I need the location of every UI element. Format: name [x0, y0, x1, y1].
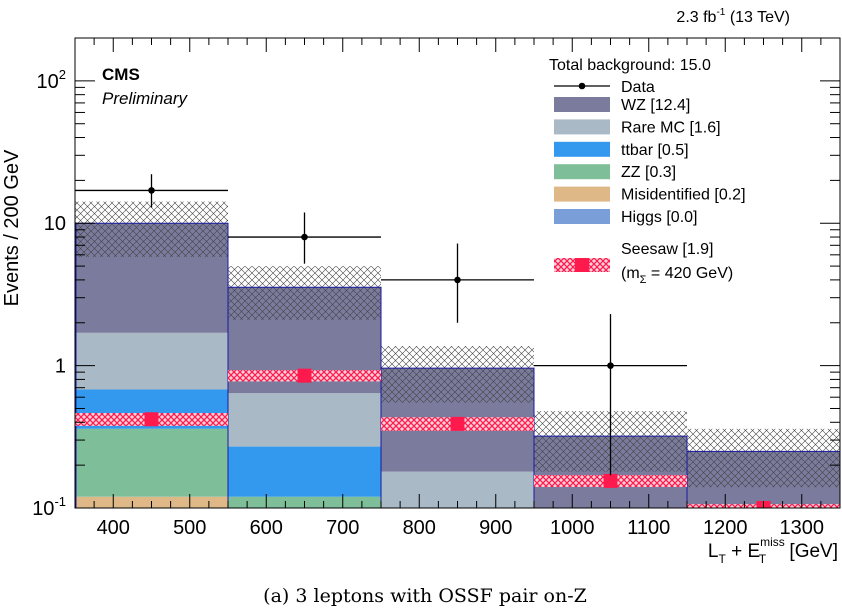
legend-label-2: Rare MC [1.6] — [621, 119, 721, 136]
preliminary-label: Preliminary — [102, 89, 189, 108]
legend: Total background: 15.0 Data WZ [12.4] Rar… — [549, 57, 746, 286]
signal-marker-2 — [297, 368, 312, 383]
legend-entries: WZ [12.4] Rare MC [1.6] ttbar [0.5] ZZ [0.3… — [554, 97, 746, 226]
legend-swatch-3 — [554, 141, 610, 157]
legend-label-4: ZZ [0.3] — [621, 164, 676, 181]
cms-label: CMS — [102, 65, 140, 84]
y-tick-label: 1 — [55, 356, 66, 378]
legend-swatch-2 — [554, 119, 610, 135]
y-tick-label: 10 — [44, 213, 66, 235]
uncertainty-band-bin-5 — [687, 428, 840, 488]
legend-label-5: Misidentified [0.2] — [621, 187, 746, 204]
legend-swatch-5 — [554, 186, 610, 202]
bar-4-bin-2 — [228, 393, 381, 447]
legend-data-entry: Data — [554, 79, 655, 96]
legend-signal-marker — [575, 258, 589, 272]
uncertainty-band-bin-2 — [228, 266, 381, 320]
x-tick-label: 700 — [326, 517, 359, 539]
bar-4-bin-1 — [75, 332, 228, 390]
bar-3-bin-2 — [228, 446, 381, 497]
y-tick-label: 102 — [37, 67, 66, 93]
x-tick-label: 900 — [479, 517, 512, 539]
uncertainty-band-bin-3 — [381, 346, 534, 403]
legend-label-1: WZ [12.4] — [621, 97, 690, 114]
legend-label-3: ttbar [0.5] — [621, 142, 689, 159]
x-tick-labels: 400 500 600 700 800 900 1000 1100 1200 1300 — [97, 517, 824, 539]
signal-marker-4 — [603, 473, 618, 488]
x-tick-label: 400 — [97, 517, 130, 539]
y-tick-labels: 10-1 1 10 102 — [32, 67, 66, 520]
data-point-1 — [148, 187, 155, 194]
figure-caption: (a) 3 leptons with OSSF pair on-Z — [263, 585, 587, 607]
legend-swatch-6 — [554, 209, 610, 224]
x-tick-label: 1000 — [550, 517, 595, 539]
x-tick-label: 800 — [403, 517, 436, 539]
data-point-3 — [454, 276, 461, 284]
x-tick-label: 600 — [250, 517, 283, 539]
uncertainty-bands — [75, 201, 840, 488]
x-axis-label: LT + Emiss T [GeV] — [708, 535, 838, 566]
x-tick-label: 1100 — [627, 517, 670, 539]
data-points — [75, 174, 687, 476]
legend-label-6: Higgs [0.0] — [621, 209, 697, 226]
data-point-4 — [607, 362, 614, 369]
legend-data-label: Data — [621, 79, 655, 96]
y-tick-label: 10-1 — [32, 494, 66, 520]
data-point-2 — [301, 233, 308, 241]
y-axis-label: Events / 200 GeV — [1, 149, 23, 306]
legend-signal-entry: Seesaw [1.9] (mΣ = 420 GeV) — [554, 241, 733, 286]
legend-swatch-4 — [554, 164, 610, 180]
axis-ticks — [75, 37, 840, 509]
legend-signal-label: Seesaw [1.9] — [621, 241, 714, 258]
uncertainty-band-bin-1 — [75, 201, 228, 257]
signal-marker-1 — [144, 412, 159, 427]
x-tick-label: 500 — [173, 517, 206, 539]
bar-2-bin-1 — [75, 428, 228, 497]
legend-swatch-1 — [554, 97, 610, 112]
lumi-label: 2.3 fb-1 (13 TeV) — [676, 7, 790, 26]
legend-data-marker — [578, 82, 586, 90]
legend-signal-mass: (mΣ = 420 GeV) — [621, 265, 733, 286]
signal-marker-3 — [450, 416, 465, 431]
x-tick-label: 1300 — [780, 517, 825, 539]
total-background-label: Total background: 15.0 — [549, 57, 711, 74]
x-tick-label: 1200 — [703, 517, 748, 539]
